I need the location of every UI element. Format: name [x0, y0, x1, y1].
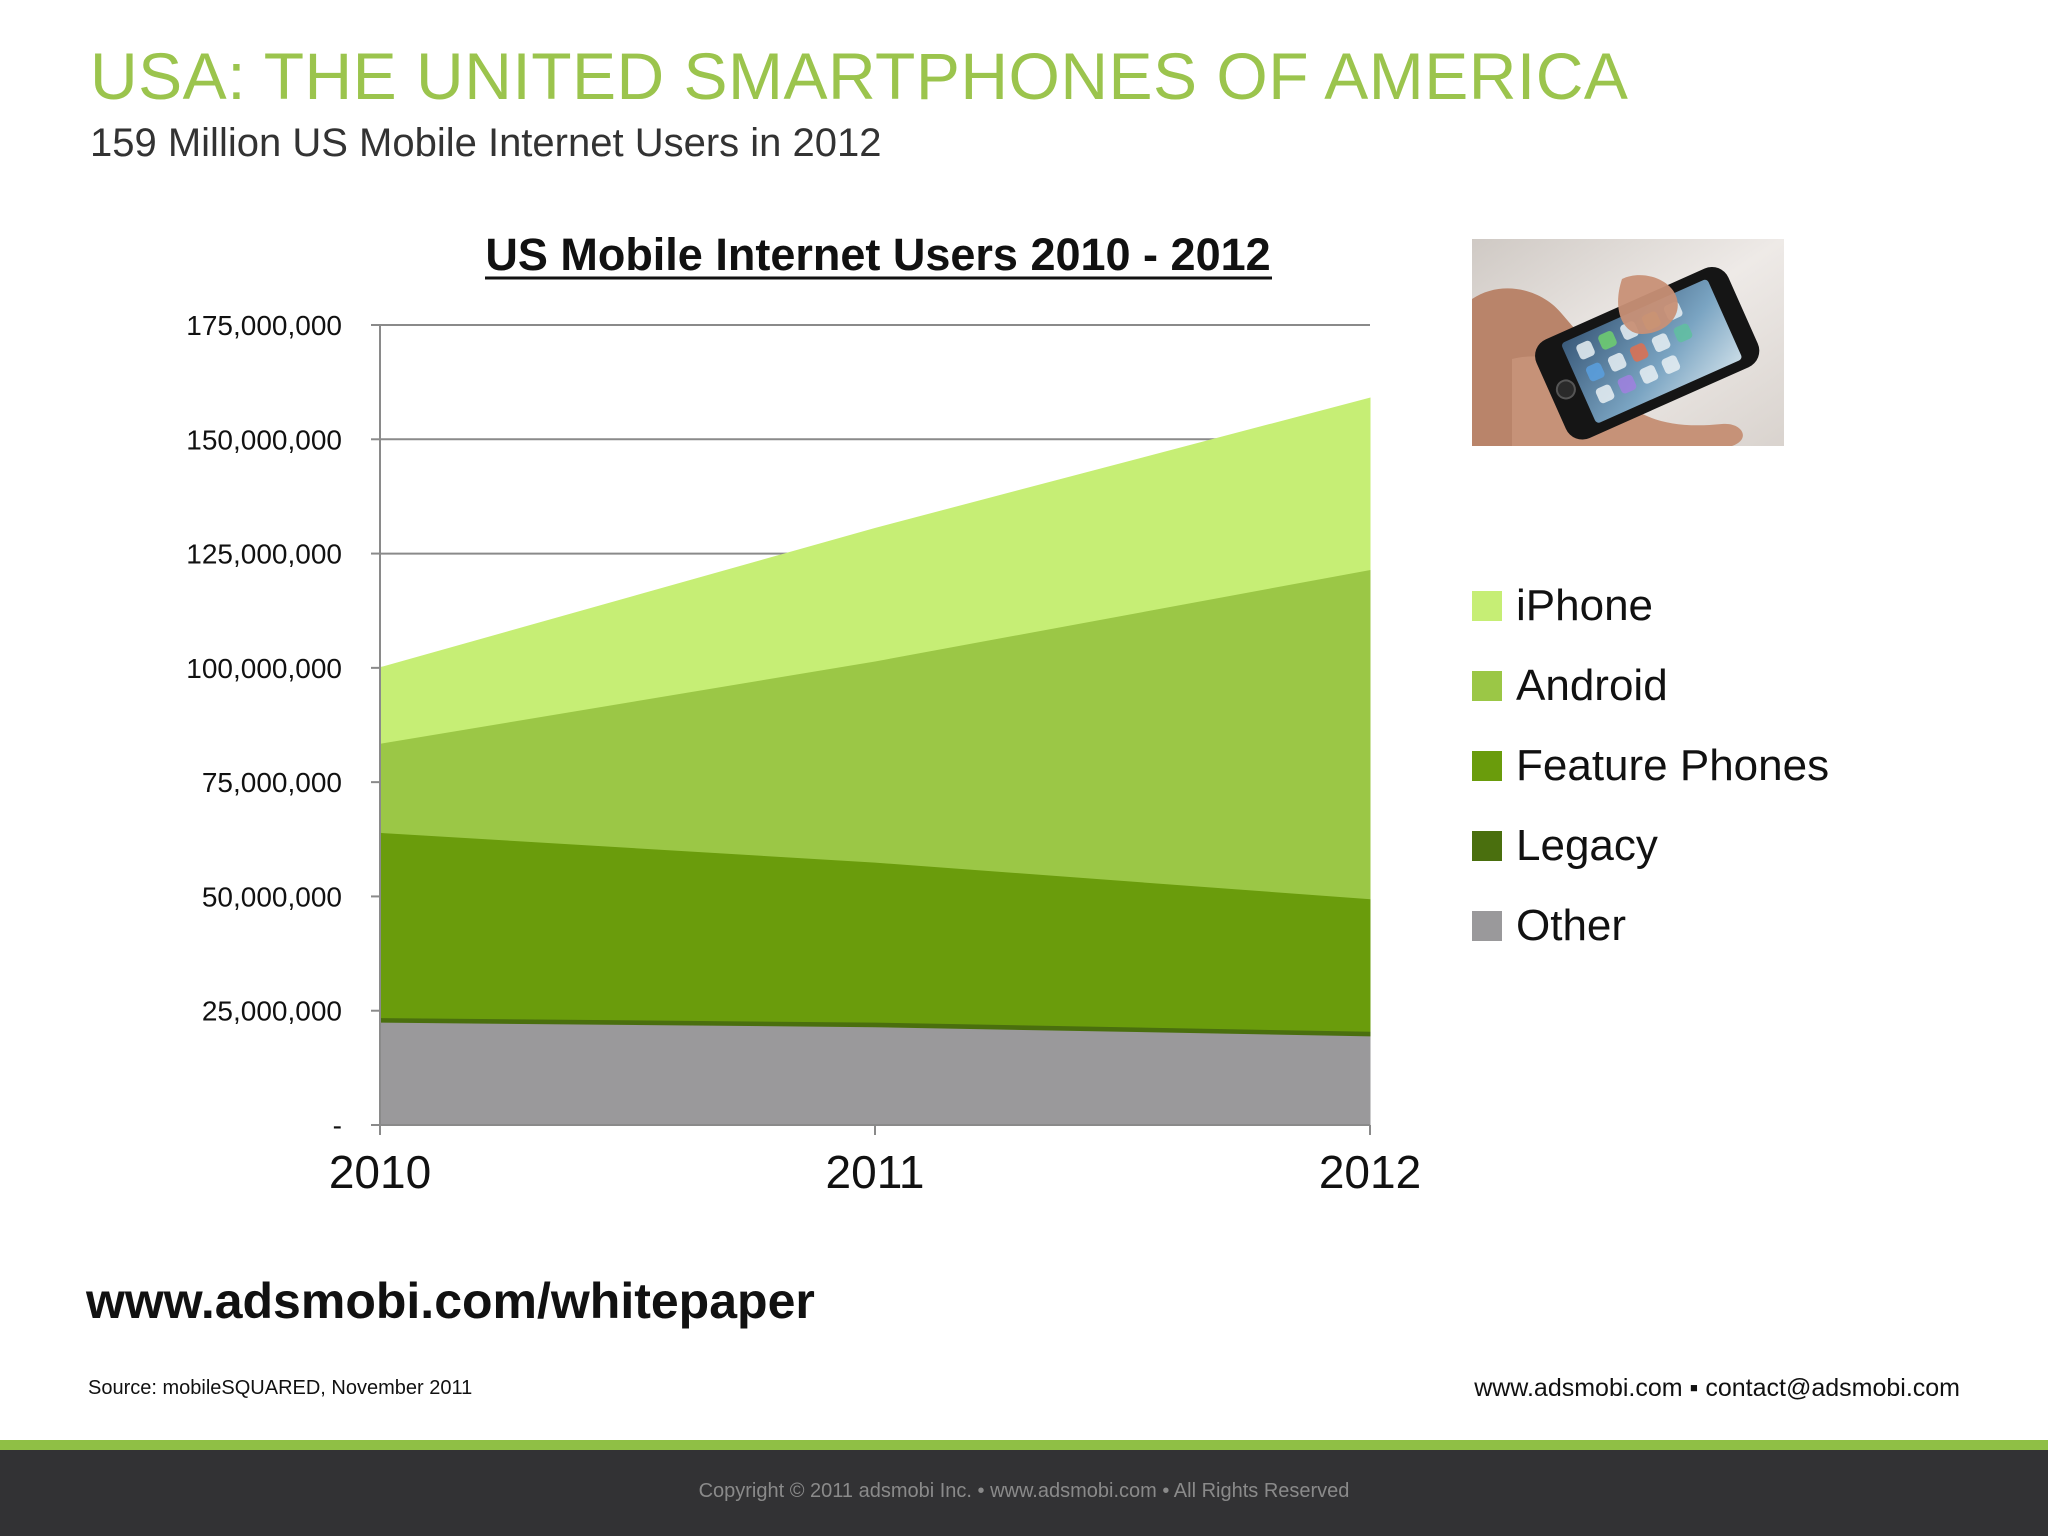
legend-label: Other	[1516, 901, 1627, 950]
slide-title: USA: THE UNITED SMARTPHONES OF AMERICA	[90, 39, 1629, 113]
mobile-users-area-chart: US Mobile Internet Users 2010 - 2012 - 25…	[186, 229, 1421, 1198]
legend-label: Feature Phones	[1516, 741, 1830, 790]
axes	[371, 324, 1371, 1135]
whitepaper-link[interactable]: www.adsmobi.com/whitepaper	[86, 1273, 815, 1329]
x-tick-label: 2011	[826, 1146, 925, 1198]
footer-accent-stripe	[0, 1440, 2048, 1450]
x-tick-label: 2012	[1319, 1146, 1421, 1198]
footer-copyright: Copyright © 2011 adsmobi Inc. • www.adsm…	[698, 1480, 1350, 1502]
legend-item: Legacy	[1472, 806, 1829, 886]
chart-title: US Mobile Internet Users 2010 - 2012	[485, 229, 1270, 280]
smartphone-photo-icon	[1472, 239, 1784, 446]
y-tick-label: 125,000,000	[186, 539, 342, 570]
legend-label: iPhone	[1516, 581, 1654, 630]
chart-legend: iPhone Android Feature Phones Legacy Other	[1472, 566, 1829, 966]
source-note: Source: mobileSQUARED, November 2011	[88, 1377, 473, 1399]
slide-subtitle: 159 Million US Mobile Internet Users in …	[90, 121, 882, 165]
area-other	[379, 1021, 1371, 1126]
y-tick-label: 75,000,000	[202, 767, 342, 798]
legend-swatch	[1472, 751, 1502, 781]
y-tick-label: 150,000,000	[186, 424, 342, 455]
y-tick-label: 175,000,000	[186, 310, 342, 341]
legend-item: iPhone	[1472, 566, 1829, 646]
y-tick-label: 50,000,000	[202, 881, 342, 912]
legend-swatch	[1472, 671, 1502, 701]
legend-label: Android	[1516, 661, 1668, 710]
y-tick-labels: - 25,000,000 50,000,000 75,000,000 100,000,0…	[186, 310, 342, 1141]
legend-item: Other	[1472, 886, 1829, 966]
y-tick-label: -	[333, 1110, 342, 1141]
footer-bar	[0, 1450, 2048, 1536]
legend-label: Legacy	[1516, 821, 1658, 870]
y-tick-label: 25,000,000	[202, 996, 342, 1027]
x-tick-label: 2010	[329, 1146, 431, 1198]
contact-info: www.adsmobi.com ▪ contact@adsmobi.com	[1474, 1374, 1960, 1402]
legend-swatch	[1472, 911, 1502, 941]
legend-swatch	[1472, 831, 1502, 861]
legend-item: Feature Phones	[1472, 726, 1829, 806]
x-tick-labels: 2010 2011 2012	[329, 1146, 1421, 1198]
y-tick-label: 100,000,000	[186, 653, 342, 684]
area-series	[379, 397, 1371, 1126]
legend-swatch	[1472, 591, 1502, 621]
legend-item: Android	[1472, 646, 1829, 726]
